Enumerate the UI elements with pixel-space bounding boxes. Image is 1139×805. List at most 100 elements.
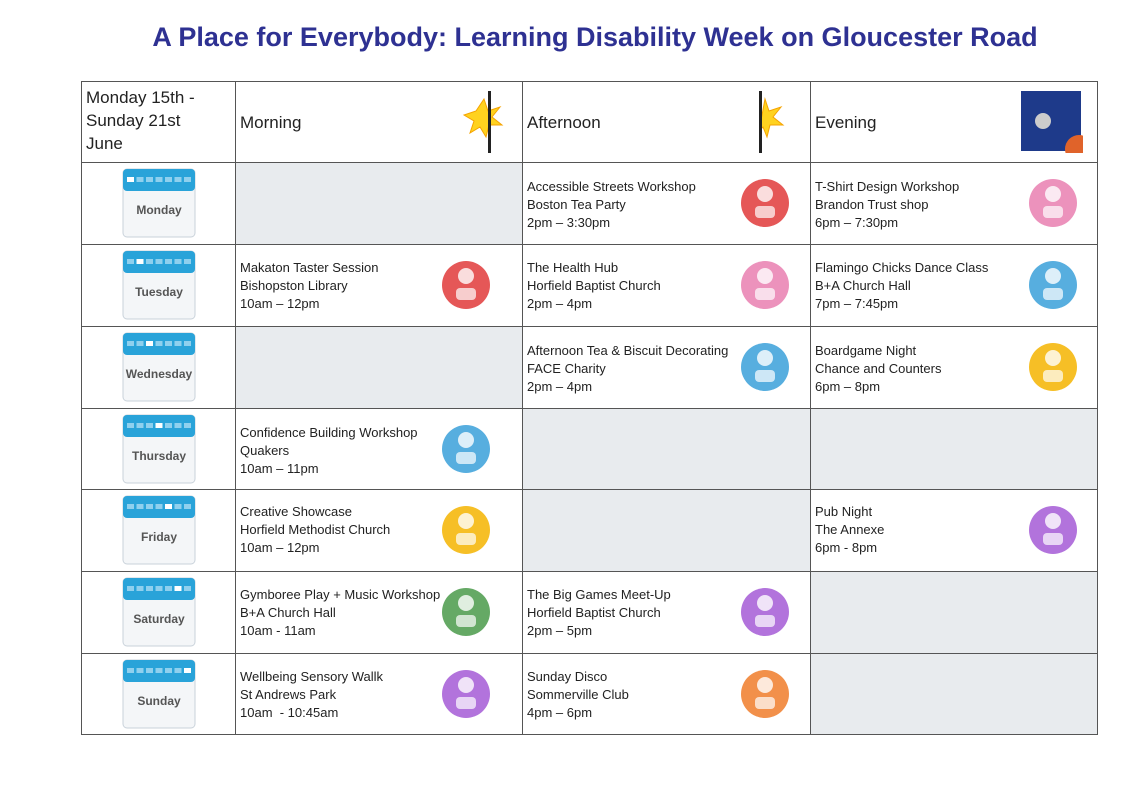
- empty-cell: [522, 408, 811, 490]
- event-name: Afternoon Tea & Biscuit Decorating: [527, 343, 729, 358]
- event-cell: The Big Games Meet-Up Horfield Baptist Ch…: [522, 571, 811, 654]
- event-info: The Big Games Meet-Up Horfield Baptist Ch…: [527, 586, 671, 640]
- event-icon: [1029, 506, 1077, 554]
- period-header: Afternoon: [522, 81, 811, 163]
- day-calendar: Monday: [122, 168, 196, 238]
- event-time: 10am – 12pm: [240, 540, 320, 555]
- event-icon: [442, 588, 490, 636]
- event-place: Chance and Counters: [815, 361, 942, 376]
- event-cell: Afternoon Tea & Biscuit Decorating FACE C…: [522, 326, 811, 409]
- event-info: Sunday Disco Sommerville Club 4pm – 6pm: [527, 668, 629, 722]
- event-cell: Boardgame Night Chance and Counters 6pm – …: [810, 326, 1098, 409]
- dates-text: Monday 15th - Sunday 21st June: [86, 88, 195, 153]
- event-place: Brandon Trust shop: [815, 197, 929, 212]
- event-place: Horfield Baptist Church: [527, 605, 661, 620]
- event-place: Horfield Methodist Church: [240, 522, 391, 537]
- period-label: Morning: [240, 112, 302, 132]
- day-label: Sunday: [137, 694, 181, 708]
- empty-cell: [522, 489, 811, 572]
- event-cell: Accessible Streets Workshop Boston Tea Pa…: [522, 162, 811, 245]
- event-name: Flamingo Chicks Dance Class: [815, 260, 989, 275]
- event-cell: Wellbeing Sensory Wallk St Andrews Park 10…: [235, 653, 523, 735]
- event-icon: [741, 588, 789, 636]
- event-info: Makaton Taster Session Bishopston Library…: [240, 259, 379, 313]
- event-time: 6pm – 8pm: [815, 379, 881, 394]
- event-time: 2pm – 4pm: [527, 379, 593, 394]
- empty-cell: [810, 653, 1098, 735]
- event-icon: [1029, 343, 1077, 391]
- event-info: T-Shirt Design Workshop Brandon Trust sho…: [815, 178, 959, 232]
- event-place: St Andrews Park: [240, 687, 337, 702]
- event-icon: [442, 425, 490, 473]
- event-name: Accessible Streets Workshop: [527, 179, 696, 194]
- event-cell: Sunday Disco Sommerville Club 4pm – 6pm: [522, 653, 811, 735]
- empty-cell: [235, 162, 523, 245]
- period-header: Evening: [810, 81, 1098, 163]
- empty-cell: [235, 326, 523, 409]
- day-calendar: Thursday: [122, 414, 196, 484]
- day-calendar: Tuesday: [122, 250, 196, 320]
- day-cell: Thursday: [81, 408, 236, 490]
- day-label: Friday: [141, 530, 177, 544]
- day-label: Saturday: [133, 612, 185, 626]
- event-cell: Makaton Taster Session Bishopston Library…: [235, 244, 523, 327]
- day-label: Tuesday: [135, 285, 183, 299]
- event-icon: [741, 670, 789, 718]
- event-time: 10am – 12pm: [240, 296, 320, 311]
- event-cell: Creative Showcase Horfield Methodist Chur…: [235, 489, 523, 572]
- day-calendar: Wednesday: [122, 332, 196, 402]
- event-place: Boston Tea Party: [527, 197, 626, 212]
- event-icon: [442, 261, 490, 309]
- event-time: 4pm – 6pm: [527, 705, 593, 720]
- event-time: 6pm - 8pm: [815, 540, 878, 555]
- event-info: Creative Showcase Horfield Methodist Chur…: [240, 503, 390, 557]
- event-place: The Annexe: [815, 522, 885, 537]
- event-info: Pub Night The Annexe 6pm - 8pm: [815, 503, 884, 557]
- event-icon: [1029, 179, 1077, 227]
- event-name: Sunday Disco: [527, 669, 608, 684]
- period-icon: [462, 91, 504, 153]
- event-icon: [442, 506, 490, 554]
- day-cell: Saturday: [81, 571, 236, 654]
- day-label: Monday: [136, 203, 182, 217]
- empty-cell: [810, 408, 1098, 490]
- period-header: Morning: [235, 81, 523, 163]
- event-place: FACE Charity: [527, 361, 606, 376]
- event-icon: [1029, 261, 1077, 309]
- event-place: Horfield Baptist Church: [527, 278, 661, 293]
- event-info: Accessible Streets Workshop Boston Tea Pa…: [527, 178, 696, 232]
- event-place: Bishopston Library: [240, 278, 348, 293]
- page-title: A Place for Everybody: Learning Disabili…: [152, 22, 1038, 52]
- event-name: T-Shirt Design Workshop: [815, 179, 960, 194]
- event-cell: The Health Hub Horfield Baptist Church 2pm…: [522, 244, 811, 327]
- event-info: Gymboree Play + Music Workshop B+A Church…: [240, 586, 440, 640]
- event-place: B+A Church Hall: [240, 605, 336, 620]
- day-cell: Monday: [81, 162, 236, 245]
- event-place: Sommerville Club: [527, 687, 629, 702]
- event-name: Gymboree Play + Music Workshop: [240, 587, 441, 602]
- event-cell: Gymboree Play + Music Workshop B+A Church…: [235, 571, 523, 654]
- event-icon: [741, 261, 789, 309]
- day-calendar: Friday: [122, 495, 196, 565]
- event-info: Flamingo Chicks Dance Class B+A Church Ha…: [815, 259, 988, 313]
- event-name: Boardgame Night: [815, 343, 917, 358]
- event-name: Pub Night: [815, 504, 873, 519]
- event-time: 10am – 11pm: [240, 461, 319, 476]
- event-name: Creative Showcase: [240, 504, 352, 519]
- event-time: 10am - 11am: [240, 623, 316, 638]
- day-label: Wednesday: [126, 367, 193, 381]
- period-icon: [1021, 91, 1083, 153]
- event-time: 2pm – 5pm: [527, 623, 593, 638]
- event-cell: Pub Night The Annexe 6pm - 8pm: [810, 489, 1098, 572]
- event-icon: [741, 343, 789, 391]
- day-cell: Tuesday: [81, 244, 236, 327]
- empty-cell: [810, 571, 1098, 654]
- day-calendar: Saturday: [122, 577, 196, 647]
- event-icon: [442, 670, 490, 718]
- day-label: Thursday: [132, 449, 186, 463]
- event-icon: [741, 179, 789, 227]
- event-info: Boardgame Night Chance and Counters 6pm – …: [815, 342, 941, 396]
- day-calendar: Sunday: [122, 659, 196, 729]
- event-name: The Health Hub: [527, 260, 619, 275]
